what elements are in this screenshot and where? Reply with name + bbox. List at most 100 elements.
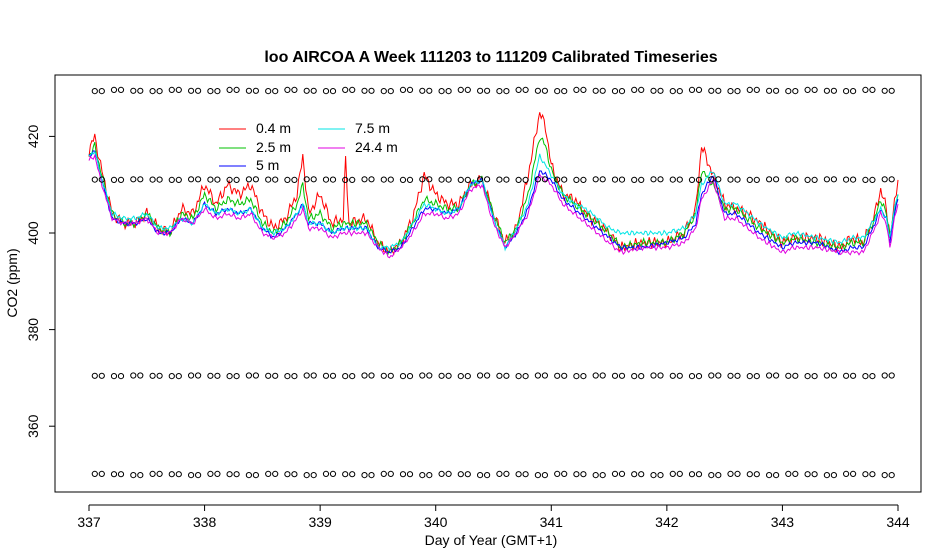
- reference-point: [554, 470, 561, 477]
- reference-point: [573, 373, 580, 380]
- reference-point: [766, 176, 773, 183]
- reference-point: [804, 176, 811, 183]
- reference-point: [91, 372, 98, 379]
- reference-point: [746, 86, 753, 94]
- reference-point: [688, 373, 696, 380]
- reference-point: [657, 87, 664, 94]
- reference-point: [464, 471, 471, 478]
- x-tick-label: 339: [308, 514, 332, 530]
- reference-point: [137, 472, 144, 479]
- reference-point: [265, 176, 272, 183]
- x-tick-label: 344: [886, 514, 910, 530]
- reference-point: [149, 88, 156, 95]
- reference-point: [98, 372, 105, 379]
- reference-point: [303, 372, 310, 379]
- reference-point: [631, 373, 638, 380]
- reference-point: [226, 471, 233, 478]
- reference-point: [881, 372, 888, 379]
- reference-point: [650, 176, 657, 183]
- reference-point: [406, 373, 414, 380]
- reference-point: [638, 373, 645, 380]
- reference-point: [618, 372, 626, 379]
- reference-point: [245, 472, 252, 479]
- reference-point: [727, 372, 734, 379]
- reference-point: [457, 86, 464, 94]
- reference-point: [773, 372, 780, 379]
- reference-point: [850, 88, 857, 95]
- reference-point: [207, 88, 214, 95]
- reference-point: [445, 470, 452, 477]
- reference-point: [477, 472, 484, 479]
- reference-point: [188, 472, 195, 479]
- reference-point: [618, 88, 626, 95]
- reference-point: [746, 373, 753, 380]
- plot-frame: [54, 74, 922, 493]
- reference-point: [746, 471, 753, 478]
- reference-point: [746, 176, 753, 183]
- reference-point: [195, 372, 202, 379]
- reference-point: [130, 176, 137, 183]
- reference-point: [265, 88, 272, 95]
- reference-point: [561, 88, 568, 95]
- reference-point: [580, 86, 587, 94]
- reference-point: [91, 470, 98, 477]
- reference-point: [830, 87, 838, 94]
- reference-point: [329, 470, 337, 477]
- reference-point: [496, 470, 503, 477]
- reference-point: [399, 176, 407, 183]
- reference-point: [631, 86, 638, 94]
- reference-point: [561, 176, 568, 183]
- reference-point: [573, 86, 580, 94]
- y-axis-label: CO2 (ppm): [4, 248, 20, 317]
- reference-point: [329, 372, 337, 379]
- reference-point: [708, 176, 715, 183]
- reference-point: [785, 470, 792, 477]
- reference-point: [804, 86, 811, 94]
- reference-point: [168, 86, 175, 94]
- reference-point: [843, 88, 850, 95]
- reference-point: [322, 470, 330, 477]
- reference-point: [695, 373, 703, 380]
- reference-point: [561, 372, 568, 379]
- reference-point: [368, 372, 375, 379]
- reference-point: [380, 372, 387, 379]
- series-line-24-4-m: [88, 153, 899, 259]
- reference-point: [515, 373, 522, 380]
- reference-point: [399, 471, 407, 478]
- reference-point: [91, 88, 98, 95]
- y-tick-label: 400: [25, 221, 41, 245]
- reference-point: [823, 472, 831, 479]
- reference-point: [823, 372, 831, 379]
- x-axis-label: Day of Year (GMT+1): [425, 532, 558, 548]
- y-tick-label: 360: [25, 414, 41, 438]
- reference-point: [438, 88, 445, 95]
- reference-point: [792, 88, 799, 95]
- reference-point: [284, 176, 291, 183]
- reference-point: [175, 373, 182, 380]
- reference-point: [753, 373, 760, 380]
- reference-point: [669, 88, 676, 95]
- reference-point: [361, 372, 368, 379]
- reference-point: [245, 176, 252, 183]
- reference-point: [156, 372, 163, 379]
- reference-point: [573, 471, 580, 478]
- reference-point: [534, 87, 542, 94]
- reference-point: [534, 176, 542, 183]
- reference-point: [91, 176, 98, 183]
- reference-point: [98, 88, 105, 95]
- reference-point: [715, 176, 722, 183]
- reference-point: [361, 87, 368, 94]
- reference-point: [592, 372, 599, 379]
- reference-point: [611, 88, 619, 95]
- reference-point: [611, 372, 619, 379]
- reference-point: [168, 471, 175, 478]
- reference-point: [110, 86, 118, 94]
- reference-point: [387, 88, 394, 95]
- reference-point: [541, 176, 549, 183]
- reference-point: [214, 88, 221, 95]
- reference-point: [734, 470, 741, 477]
- reference-point: [445, 176, 452, 183]
- reference-point: [830, 176, 838, 183]
- reference-point: [419, 87, 426, 94]
- reference-point: [773, 176, 780, 183]
